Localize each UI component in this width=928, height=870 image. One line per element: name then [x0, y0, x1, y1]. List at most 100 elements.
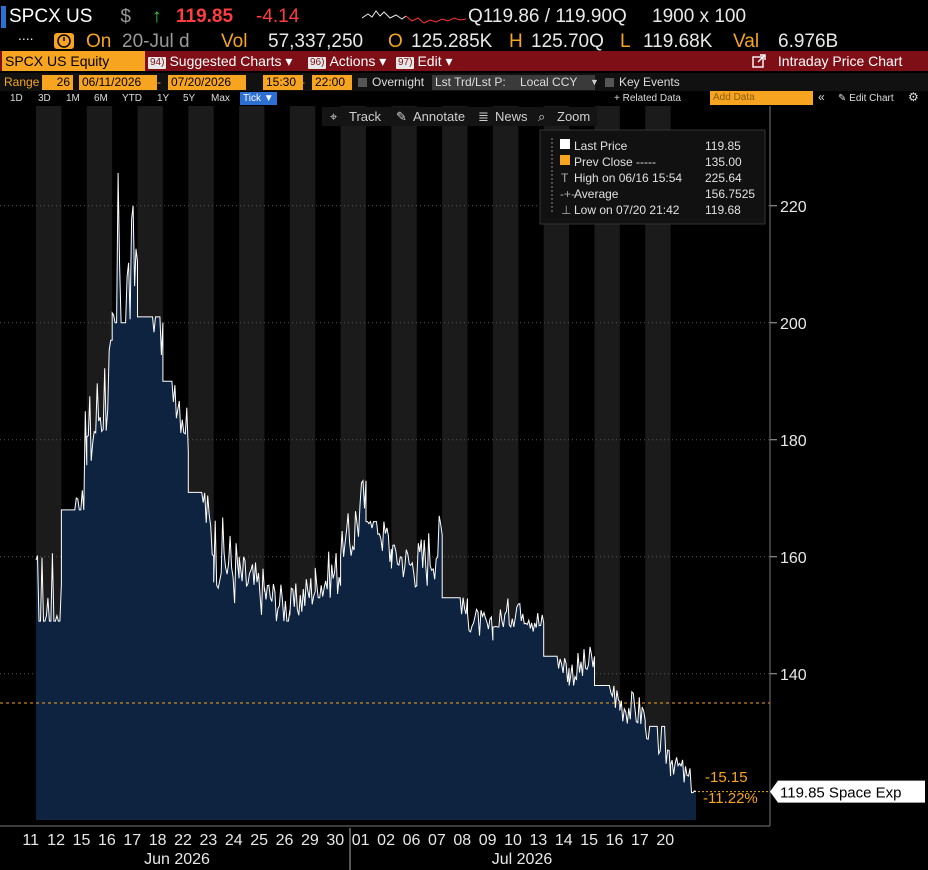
range-label: Range	[4, 75, 40, 89]
dropdown-icon: ▾	[445, 53, 453, 69]
sparkline-icon	[362, 10, 466, 24]
open-label: O	[388, 31, 403, 52]
function-toolbar: SPCX US Equity 94) Suggested Charts ▾ 96)…	[0, 51, 928, 71]
collapse-icon[interactable]: «	[818, 90, 825, 104]
period-1y[interactable]: 1Y	[157, 93, 170, 104]
start-date-field[interactable]: 06/11/2026	[79, 75, 157, 90]
open-value: 125.285K	[411, 31, 493, 52]
track-label: Track	[349, 109, 382, 124]
quote-bar: .... On 20-Jul d Vol 57,337,250 O 125.28…	[0, 27, 928, 52]
volume-value: 57,337,250	[268, 31, 364, 52]
y-tick-label: 200	[780, 316, 807, 333]
chevron-down-icon: ▼	[263, 93, 274, 104]
period-bar: 1D 3D 1M 6M YTD 1Y 5Y Max Tick ▼ + Relat…	[0, 91, 928, 106]
chart-toolbar: ⌖ Track ✎ Annotate ≣ News ⌕ Zoom	[322, 107, 597, 126]
zoom-icon: ⌕	[538, 109, 545, 124]
edit-menu[interactable]: 97) Edit ▾	[396, 51, 453, 71]
x-tick-label: 12	[47, 832, 65, 849]
period-1m[interactable]: 1M	[66, 93, 80, 104]
currency-dropdown[interactable]: Local CCY	[517, 75, 595, 90]
ticker[interactable]: SPCX US	[9, 6, 93, 27]
y-tick-label: 220	[780, 199, 807, 216]
key-events-checkbox[interactable]	[605, 78, 614, 87]
low-value: 119.68K	[643, 31, 713, 52]
high-marker-icon: T	[561, 171, 569, 185]
period-5y[interactable]: 5Y	[183, 93, 196, 104]
x-tick-label: 11	[22, 832, 39, 849]
price-chart[interactable]: 140 160 180 200 220 11 12 15 16 17 18 22 23 24 25 26 29…	[0, 106, 928, 870]
popout-icon	[752, 54, 766, 68]
price-tag: 119.85 Space Exp	[770, 780, 925, 803]
edit-chart-button[interactable]: ✎ Edit Chart	[838, 92, 894, 105]
dropdown-icon: ▾	[379, 53, 387, 69]
y-tick-label: 160	[780, 550, 807, 567]
range-bar: Range 26 06/11/2026 - 07/20/2026 15:30 -…	[0, 73, 928, 91]
legend-prev-close-label: Prev Close -----	[574, 155, 656, 169]
x-tick-label: 06	[403, 832, 421, 849]
average-marker-icon: -+-	[560, 187, 575, 201]
x-tick-label: 26	[276, 832, 294, 849]
legend-average: 156.7525	[705, 187, 755, 201]
x-tick-label: 16	[98, 832, 116, 849]
track-button[interactable]: ⌖ Track	[330, 109, 382, 124]
period-tick-label: Tick	[243, 93, 261, 104]
end-time-field[interactable]: 22:00	[312, 75, 352, 90]
x-tick-label: 15	[73, 832, 91, 849]
price-tag-label: 119.85 Space Exp	[780, 785, 901, 802]
zoom-label: Zoom	[557, 109, 590, 124]
time-dash: -	[301, 75, 305, 89]
suggested-charts-menu[interactable]: 94) Suggested Charts ▾	[148, 51, 292, 71]
range-days-field[interactable]: 26	[42, 75, 73, 90]
x-tick-label: 22	[174, 832, 192, 849]
last-price: 119.85	[176, 6, 234, 27]
period-tick[interactable]: Tick ▼	[240, 92, 277, 105]
up-arrow-icon: ↑	[152, 6, 162, 27]
end-date-field[interactable]: 07/20/2026	[168, 75, 246, 90]
quote-date: 20-Jul d	[122, 31, 190, 52]
annotate-button[interactable]: ✎ Annotate	[396, 109, 465, 124]
legend-low: 119.68	[705, 203, 741, 217]
security-header: SPCX US $ ↑ 119.85 -4.14 Q119.86 / 119.9…	[0, 0, 928, 32]
edit-label: Edit	[417, 53, 442, 69]
dots-indicator: ....	[18, 27, 34, 43]
actions-menu[interactable]: 96) Actions ▾	[308, 51, 386, 71]
overnight-checkbox[interactable]	[358, 78, 367, 87]
news-button[interactable]: ≣ News	[478, 109, 528, 124]
annotate-label: Annotate	[413, 109, 465, 124]
period-3d[interactable]: 3D	[38, 93, 51, 104]
period-max[interactable]: Max	[211, 93, 230, 104]
zoom-button[interactable]: ⌕ Zoom	[538, 109, 590, 124]
change-abs: -15.15	[705, 769, 748, 786]
crosshair-icon: ⌖	[330, 109, 338, 124]
start-time-field[interactable]: 15:30	[263, 75, 303, 90]
actions-label: Actions	[329, 53, 376, 69]
clock-icon	[54, 33, 74, 49]
val-label: Val	[733, 31, 760, 52]
actions-num: 96)	[308, 57, 327, 69]
x-tick-label: 24	[225, 832, 243, 849]
x-tick-label: 20	[656, 832, 674, 849]
x-axis: 11 12 15 16 17 18 22 23 24 25 26 29 30 01 02 06 07 08 09 10…	[0, 825, 770, 870]
x-tick-label: 08	[453, 832, 471, 849]
y-tick-label: 140	[780, 667, 807, 684]
gear-icon[interactable]: ⚙	[908, 90, 919, 104]
related-data-button[interactable]: + Related Data	[614, 93, 681, 104]
period-6m[interactable]: 6M	[94, 93, 108, 104]
day-band	[645, 106, 671, 820]
x-tick-label: 02	[377, 832, 395, 849]
change-pct: -11.22%	[703, 790, 758, 807]
y-tick-label: 180	[780, 433, 807, 450]
x-tick-label: 01	[352, 832, 370, 849]
popout-button[interactable]: Intraday Price Chart	[752, 51, 902, 71]
period-ytd[interactable]: YTD	[122, 93, 142, 104]
period-1d[interactable]: 1D	[10, 93, 23, 104]
dropdown-icon: ▾	[285, 53, 293, 69]
security-field[interactable]: SPCX US Equity	[2, 51, 145, 71]
last-trade-dropdown[interactable]: Lst Trd/Lst P:	[432, 75, 518, 90]
net-change: -4.14	[256, 6, 300, 27]
x-tick-label: 13	[529, 832, 547, 849]
legend-high: 225.64	[705, 171, 742, 185]
add-data-input[interactable]: Add Data	[710, 91, 813, 105]
value-traded: 6.976B	[778, 31, 839, 52]
pencil-icon: ✎	[838, 93, 847, 104]
